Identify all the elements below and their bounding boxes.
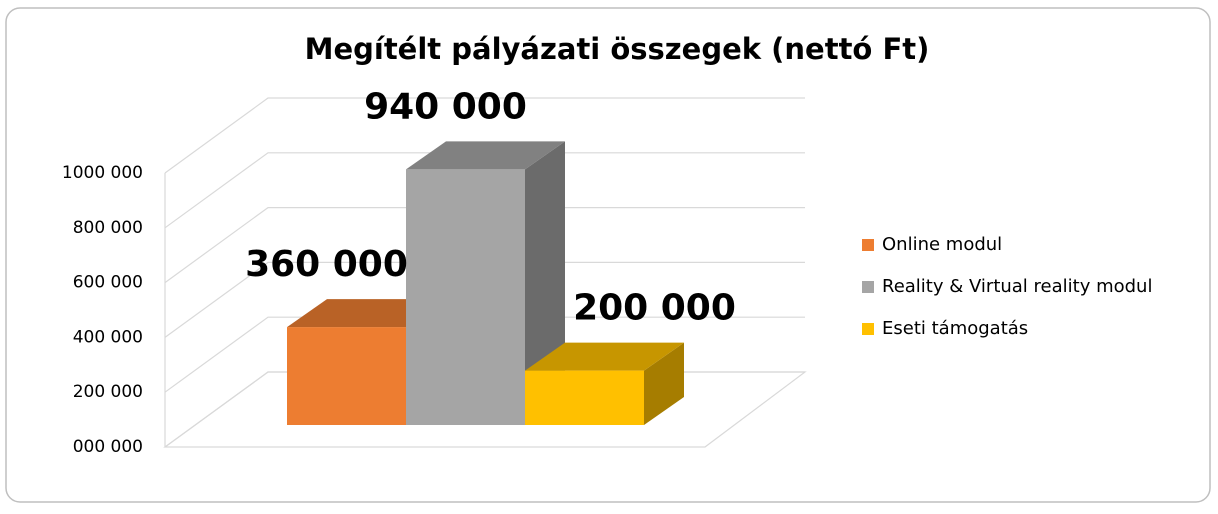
grid-line [164,261,805,338]
legend-label: Eseti támogatás [882,318,1028,339]
legend-label: Online modul [882,234,1002,255]
data-label: 940 000 [364,86,527,127]
y-tick-label: 600 000 [73,273,143,293]
bar-top [525,342,684,371]
bar-top [406,141,565,170]
bar-side [644,342,684,425]
chart-title: Megítélt pályázati összegek (nettó Ft) [305,32,930,66]
y-tick-label: 000 000 [73,437,143,457]
y-tick-label: 400 000 [73,327,143,347]
legend-swatch [862,239,874,251]
legend-swatch [862,281,874,293]
data-label: 200 000 [573,288,736,329]
legend-label: Reality & Virtual reality modul [882,276,1152,297]
grid-line [164,316,805,393]
grid-line [164,207,805,284]
bar [406,169,525,425]
y-tick-label: 800 000 [73,218,143,238]
bar [287,327,406,425]
grid-line [164,97,805,174]
chart-frame [5,7,1211,503]
data-label: 360 000 [245,244,408,285]
legend-swatch [862,323,874,335]
y-tick-label: 200 000 [73,382,143,402]
grid-line [164,152,805,229]
y-tick-label: 1000 000 [62,163,143,183]
bar [525,370,644,425]
